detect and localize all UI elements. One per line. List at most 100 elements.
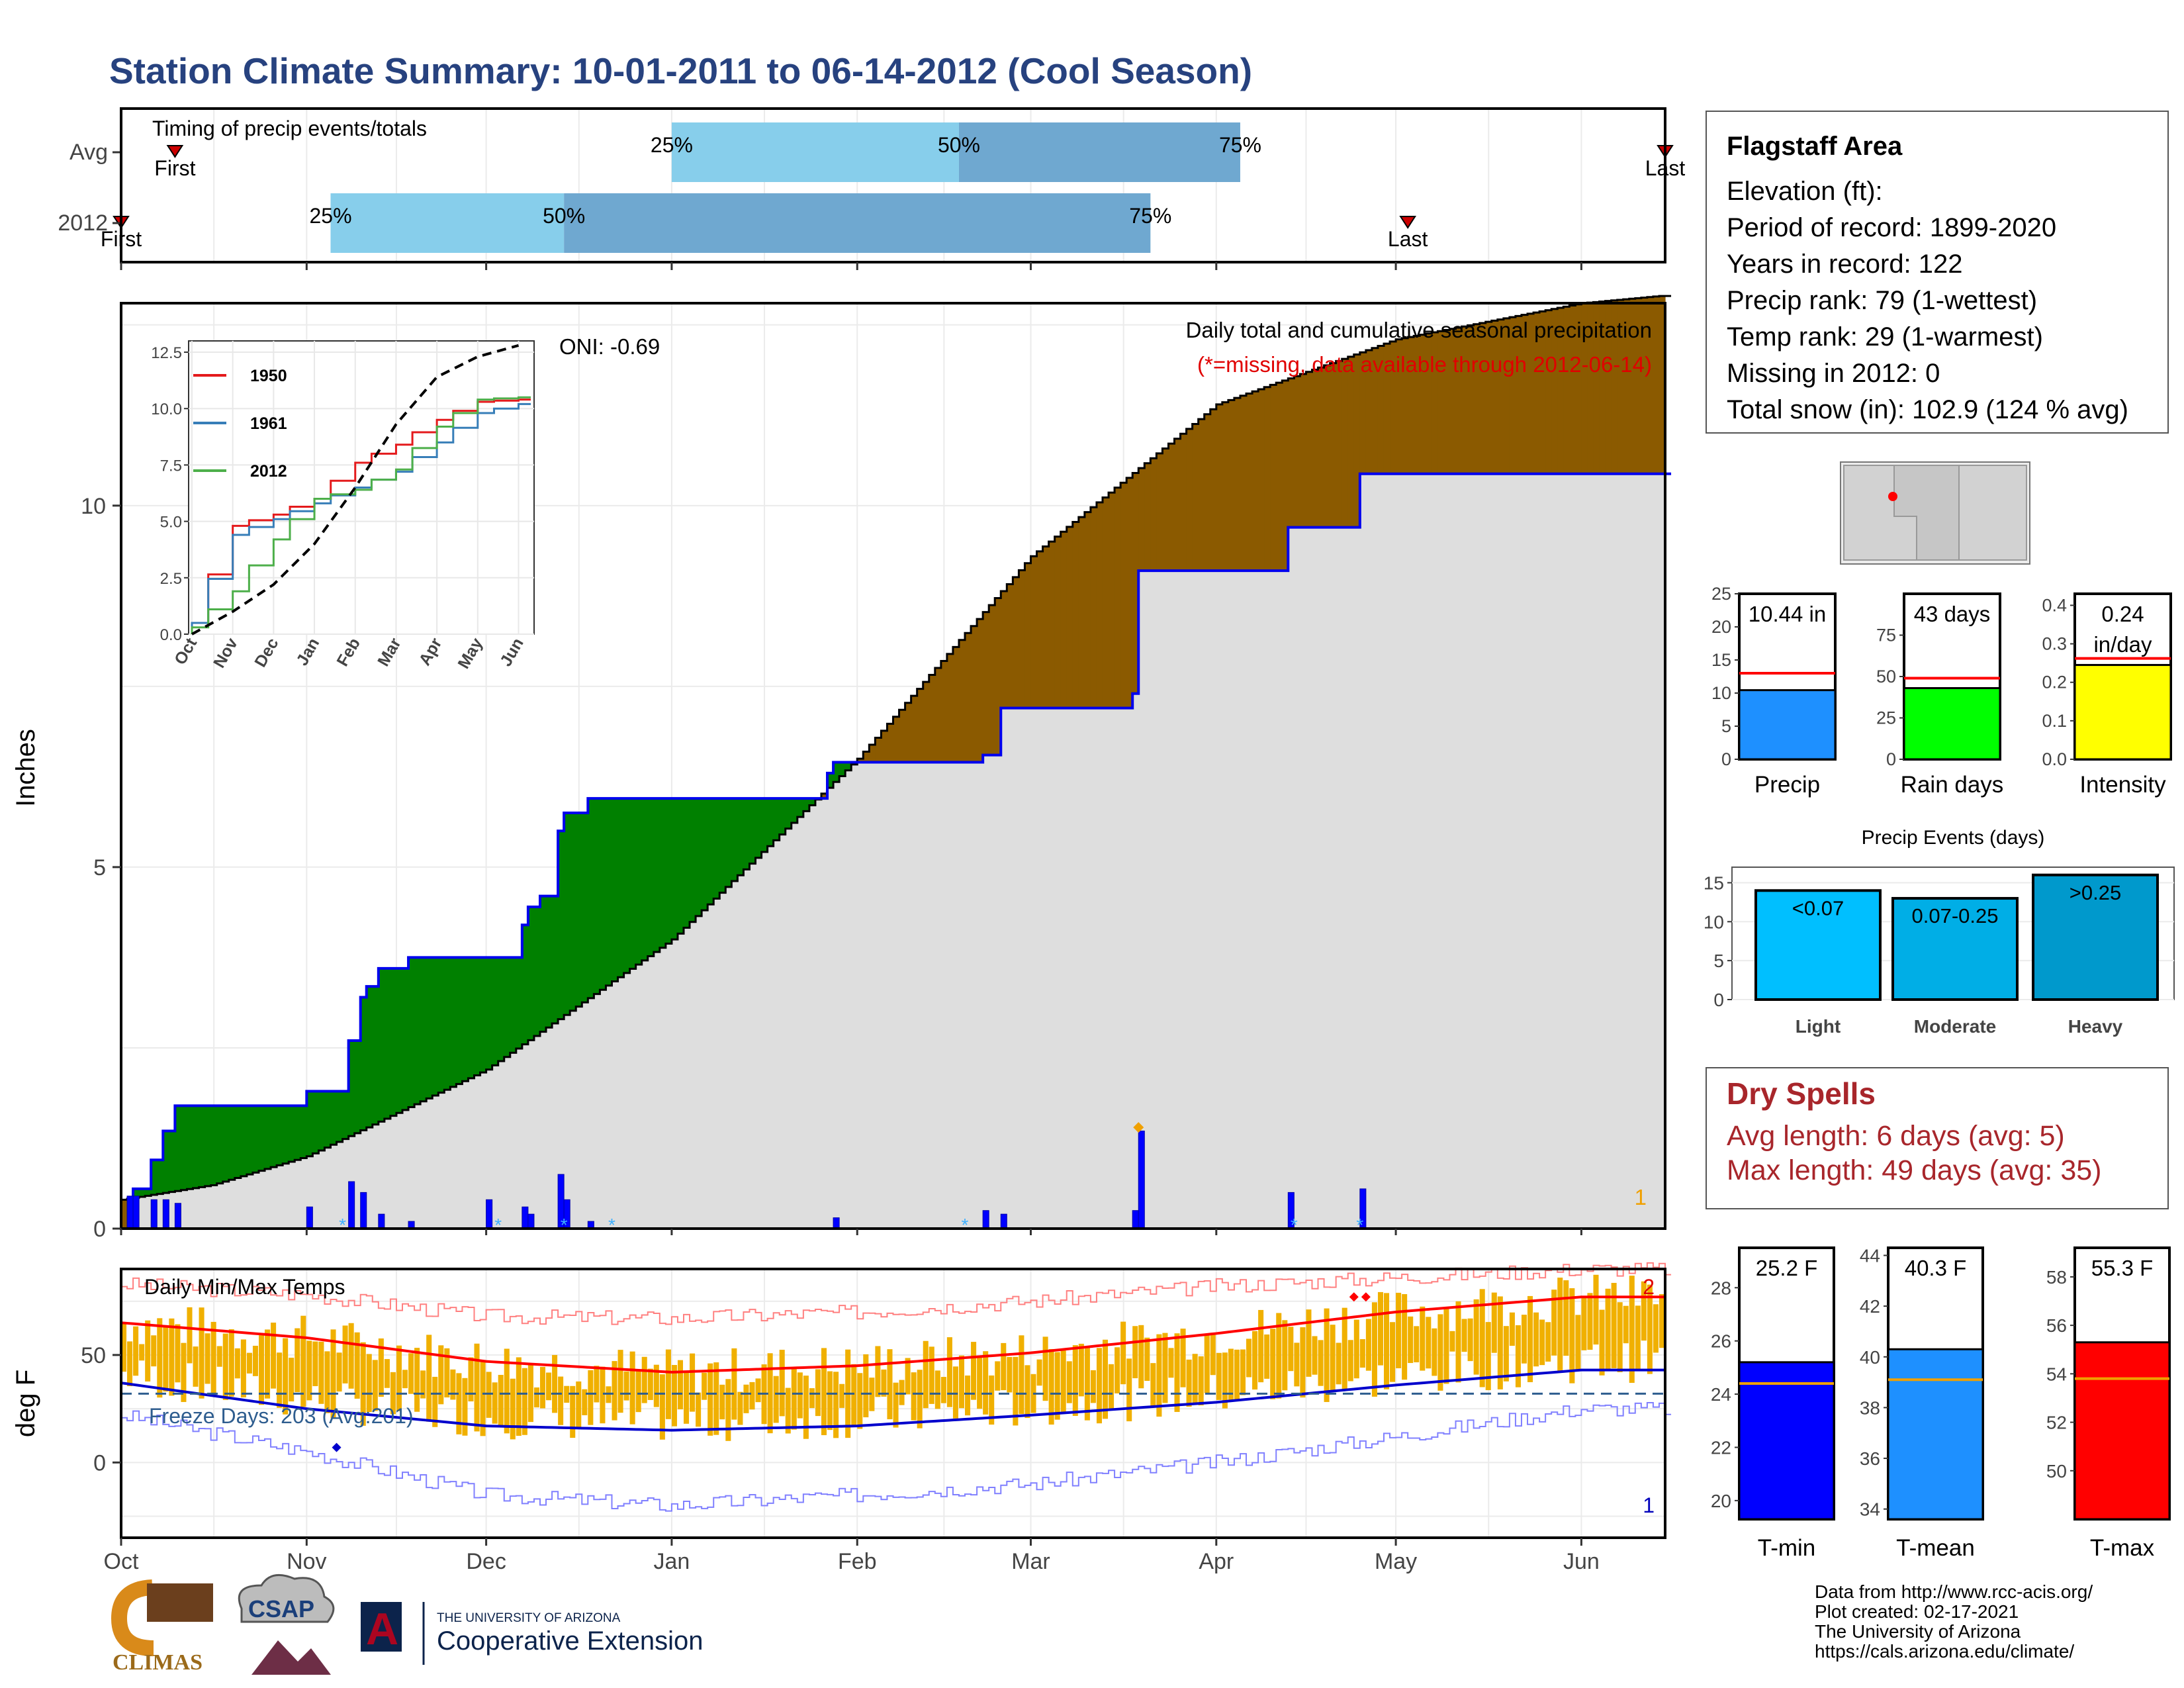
daily-temp-bar xyxy=(527,1364,533,1423)
daily-temp-bar xyxy=(342,1325,348,1383)
climas-logo: CLIMAS xyxy=(111,1579,213,1675)
daily-temp-bar xyxy=(1659,1294,1664,1348)
q25-label: 25% xyxy=(651,133,693,157)
daily-temp-bar xyxy=(210,1321,216,1397)
temp-summary-tick: 40 xyxy=(1860,1347,1880,1368)
below-avg-slice xyxy=(821,793,828,799)
below-avg-slice xyxy=(881,730,888,763)
above-avg-slice xyxy=(785,798,792,829)
dry-spells-title: Dry Spells xyxy=(1727,1076,1876,1111)
above-avg-slice xyxy=(283,1105,289,1164)
quartile-bar-25-50 xyxy=(330,193,565,253)
below-avg-slice xyxy=(923,682,930,763)
temp-summary-tick: 50 xyxy=(2046,1461,2067,1481)
snow-marker: * xyxy=(561,1215,568,1235)
ua-small-text: THE UNIVERSITY OF ARIZONA xyxy=(437,1611,621,1625)
below-avg-slice xyxy=(1078,517,1085,708)
below-avg-slice xyxy=(1072,522,1079,708)
summary-tick: 50 xyxy=(1876,667,1896,686)
climas-mark xyxy=(111,1579,154,1656)
event-bar-name: Heavy xyxy=(2068,1016,2123,1037)
below-avg-slice xyxy=(1623,299,1630,474)
above-avg-slice xyxy=(743,798,751,870)
below-avg-slice xyxy=(1300,374,1307,528)
below-avg-slice xyxy=(1001,590,1007,708)
daily-temp-bar xyxy=(725,1379,731,1441)
daily-temp-bar xyxy=(821,1348,827,1436)
month-tick-label: Nov xyxy=(287,1549,326,1574)
daily-temp-bar xyxy=(1252,1331,1258,1390)
above-avg-slice xyxy=(684,798,690,928)
climas-logo-text: CLIMAS xyxy=(113,1650,203,1675)
above-avg-slice xyxy=(827,773,834,788)
daily-temp-bar xyxy=(228,1329,234,1397)
daily-temp-bar xyxy=(1078,1343,1084,1397)
daily-temp-bar xyxy=(1162,1333,1168,1403)
below-avg-slice xyxy=(1408,337,1414,474)
daily-temp-bar xyxy=(570,1385,576,1438)
daily-temp-bar xyxy=(827,1371,833,1430)
daily-temp-bar xyxy=(582,1389,588,1415)
daily-temp-bar xyxy=(1551,1289,1557,1356)
credits: Data from http://www.rcc-acis.org/ Plot … xyxy=(1815,1582,2093,1662)
above-avg-slice xyxy=(468,957,475,1078)
daily-precip-bar xyxy=(174,1203,181,1229)
precip-panel-title: Daily total and cumulative seasonal prec… xyxy=(1186,318,1652,342)
daily-temp-bar xyxy=(438,1345,444,1405)
daily-temp-bar xyxy=(815,1369,821,1417)
above-avg-slice xyxy=(617,798,625,978)
below-avg-slice xyxy=(989,605,995,755)
temp-frame xyxy=(120,1268,1666,1539)
below-avg-slice xyxy=(1443,330,1451,474)
above-avg-slice xyxy=(318,1091,326,1151)
above-avg-slice xyxy=(360,997,367,1131)
temp-summary-tick: 22 xyxy=(1711,1437,1731,1458)
daily-temp-bar xyxy=(1168,1348,1174,1378)
daily-temp-bar xyxy=(271,1323,277,1389)
max-precip-marker xyxy=(1133,1122,1144,1133)
below-avg-slice xyxy=(1581,303,1588,474)
daily-temp-bar xyxy=(690,1353,696,1412)
daily-temp-bar xyxy=(199,1307,205,1399)
record-low-marker xyxy=(332,1442,341,1452)
snow-marker: * xyxy=(962,1215,969,1235)
above-avg-slice xyxy=(342,1091,349,1139)
daily-temp-bar xyxy=(767,1353,773,1434)
daily-temp-bar xyxy=(1365,1319,1371,1371)
daily-temp-bar xyxy=(384,1359,390,1388)
daily-temp-bar xyxy=(175,1324,181,1383)
above-avg-slice xyxy=(210,1105,218,1186)
daily-temp-bar xyxy=(1377,1291,1383,1366)
below-avg-slice xyxy=(1234,398,1241,571)
daily-temp-bar xyxy=(516,1357,522,1436)
inset-y-tick: 12.5 xyxy=(151,344,182,362)
temp-summary-name: T-min xyxy=(1758,1535,1816,1561)
daily-temp-bar xyxy=(881,1369,887,1397)
above-avg-slice xyxy=(492,957,499,1066)
station-marker xyxy=(1888,492,1897,501)
first-label: First xyxy=(154,156,195,180)
daily-temp-bar xyxy=(1635,1305,1641,1370)
daily-temp-bar xyxy=(492,1382,498,1424)
above-avg-slice xyxy=(719,798,726,893)
daily-temp-bar xyxy=(1060,1350,1066,1413)
below-avg-slice xyxy=(1342,359,1349,528)
daily-temp-bar xyxy=(1485,1322,1491,1391)
below-avg-slice xyxy=(1318,367,1325,528)
daily-temp-bar xyxy=(869,1378,875,1411)
month-tick-label: Dec xyxy=(466,1549,506,1574)
month-tick-label: Feb xyxy=(838,1549,877,1574)
below-avg-slice xyxy=(1336,361,1343,528)
temp-summary-tick: 24 xyxy=(1711,1384,1731,1405)
daily-temp-bar xyxy=(480,1360,486,1436)
daily-temp-bar xyxy=(552,1354,558,1413)
below-avg-slice xyxy=(1120,483,1127,708)
daily-temp-bar xyxy=(1521,1315,1527,1364)
temp-summary-name: T-max xyxy=(2090,1535,2155,1561)
below-avg-slice xyxy=(1324,365,1331,528)
daily-temp-bar xyxy=(773,1376,779,1423)
daily-temp-bar xyxy=(1473,1299,1479,1375)
above-avg-slice xyxy=(504,957,511,1057)
daily-temp-bar xyxy=(1336,1342,1342,1385)
